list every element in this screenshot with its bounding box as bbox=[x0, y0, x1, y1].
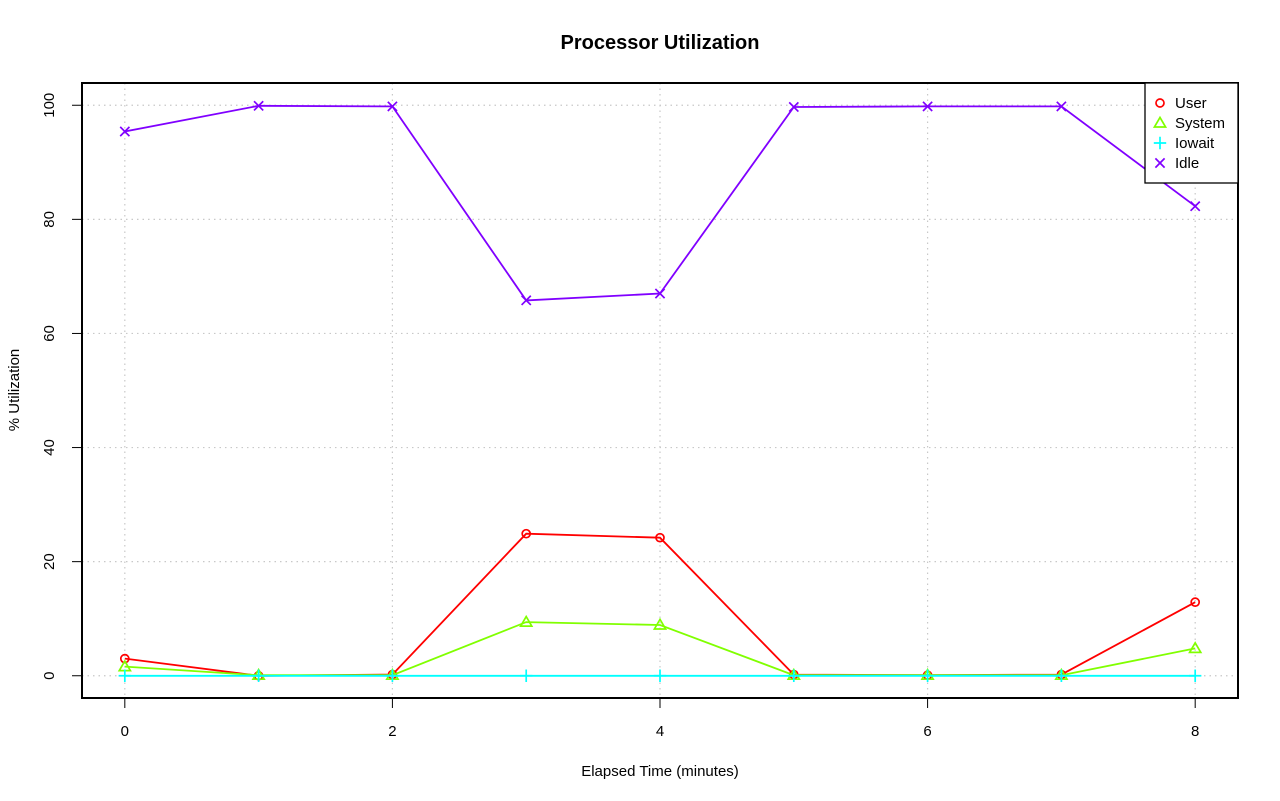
y-tick-label: 100 bbox=[41, 93, 58, 118]
series-user bbox=[119, 528, 1201, 681]
idle-point bbox=[1189, 201, 1201, 212]
legend-label-system: System bbox=[1175, 115, 1225, 132]
series-idle bbox=[119, 100, 1201, 306]
series-iowait bbox=[118, 669, 1202, 682]
system-point bbox=[519, 614, 534, 628]
grid bbox=[82, 83, 1238, 698]
legend-marker-system bbox=[1152, 115, 1168, 128]
idle-point bbox=[788, 101, 799, 113]
iowait-point bbox=[653, 669, 667, 682]
user-line bbox=[124, 532, 1196, 677]
x-tick-label: 4 bbox=[656, 723, 664, 740]
chart-title: Processor Utilization bbox=[561, 32, 760, 54]
legend: User System Iowait Idle bbox=[1144, 82, 1239, 184]
iowait-point bbox=[386, 669, 399, 682]
y-tick-label: 0 bbox=[41, 672, 58, 680]
y-axis: 0 20 40 60 80 100 bbox=[41, 93, 83, 680]
idle-point bbox=[253, 100, 264, 112]
y-axis-label: % Utilization bbox=[6, 349, 23, 432]
iowait-point bbox=[118, 669, 132, 682]
legend-marker-user bbox=[1155, 98, 1165, 108]
iowait-point bbox=[787, 669, 800, 682]
idle-point bbox=[521, 295, 532, 306]
legend-label-iowait: Iowait bbox=[1175, 135, 1215, 152]
legend-marker-iowait bbox=[1153, 136, 1167, 150]
y-tick-label: 40 bbox=[41, 439, 58, 456]
idle-point bbox=[1056, 101, 1067, 112]
system-point bbox=[117, 659, 132, 672]
iowait-point bbox=[520, 669, 533, 682]
user-point bbox=[1190, 597, 1201, 608]
iowait-point bbox=[1188, 669, 1202, 682]
x-axis-label: Elapsed Time (minutes) bbox=[581, 763, 739, 780]
iowait-point bbox=[1055, 669, 1068, 682]
y-tick-label: 60 bbox=[41, 325, 58, 342]
iowait-point bbox=[921, 669, 934, 682]
idle-point bbox=[387, 101, 398, 112]
y-tick-label: 20 bbox=[41, 553, 58, 570]
user-point bbox=[521, 528, 532, 539]
system-point bbox=[652, 617, 668, 630]
idle-point bbox=[119, 126, 131, 137]
idle-point bbox=[654, 288, 666, 299]
idle-point bbox=[922, 101, 933, 112]
legend-marker-idle bbox=[1154, 157, 1166, 169]
x-tick-label: 8 bbox=[1191, 723, 1199, 740]
system-point bbox=[1188, 641, 1203, 654]
legend-label-user: User bbox=[1175, 95, 1207, 112]
x-tick-label: 6 bbox=[923, 723, 931, 740]
iowait-point bbox=[252, 669, 265, 682]
user-point bbox=[655, 532, 665, 543]
x-tick-label: 2 bbox=[388, 723, 396, 740]
x-tick-label: 0 bbox=[121, 723, 129, 740]
plot-area bbox=[117, 100, 1203, 682]
legend-label-idle: Idle bbox=[1175, 155, 1199, 172]
y-tick-label: 80 bbox=[41, 211, 58, 228]
x-axis: 0 2 4 6 8 bbox=[121, 697, 1199, 740]
